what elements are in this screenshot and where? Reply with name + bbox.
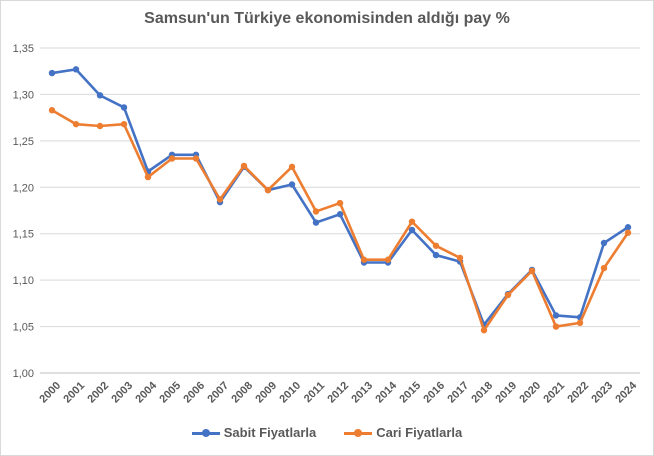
data-point-cari [312,208,320,215]
legend: Sabit Fiyatlarla Cari Fiyatlarla [0,425,654,440]
data-point-sabit [552,312,560,319]
data-point-cari [144,173,152,181]
data-point-cari [576,319,584,327]
x-tick-label: 2020 [517,380,543,406]
data-point-cari [480,327,488,334]
y-tick-label: 1,15 [13,229,34,241]
x-tick-label: 2016 [421,380,447,406]
data-point-sabit [336,211,344,218]
data-point-sabit [48,69,56,77]
chart-title: Samsun'un Türkiye ekonomisinden aldığı p… [144,10,510,27]
x-tick-label: 2023 [589,380,615,406]
data-point-cari [216,196,224,203]
data-point-cari [624,229,632,236]
y-tick-label: 1,05 [13,322,34,334]
legend-swatch-sabit [191,427,220,439]
x-tick-label: 2017 [445,380,471,406]
y-tick-label: 1,10 [13,275,34,287]
data-point-sabit [120,104,128,111]
x-tick-label: 2022 [565,380,591,406]
data-point-cari [72,120,80,128]
x-tick-label: 2004 [133,379,159,405]
legend-swatch-cari [344,427,373,439]
data-point-cari [264,186,272,194]
x-tick-label: 2009 [253,380,279,406]
y-tick-label: 1,00 [13,368,34,380]
legend-item-cari: Cari Fiyatlarla [344,425,462,440]
series-line-sabit [51,68,629,327]
data-point-sabit [312,219,320,226]
x-tick-label: 2012 [325,380,351,406]
y-tick-label: 1,35 [13,43,34,55]
data-point-cari [360,256,368,263]
data-point-sabit [408,226,416,234]
data-point-cari [192,155,200,162]
x-tick-label: 2014 [373,379,399,405]
legend-item-sabit: Sabit Fiyatlarla [191,425,317,440]
data-point-cari [336,199,344,207]
x-tick-label: 2015 [397,380,423,406]
x-tick-label: 2019 [493,380,519,406]
data-point-cari [408,218,416,225]
data-point-sabit [600,239,608,247]
data-point-cari [168,155,176,162]
x-tick-label: 2024 [613,379,639,405]
data-point-cari [120,120,128,128]
y-tick-label: 1,20 [13,182,34,194]
y-tick-label: 1,25 [13,136,34,148]
data-point-sabit [624,224,632,231]
x-tick-label: 2000 [37,380,63,406]
x-tick-label: 2010 [277,380,303,406]
data-point-cari [240,162,248,170]
data-point-sabit [288,181,296,188]
x-tick-label: 2002 [85,380,111,406]
data-point-cari [48,107,56,114]
data-point-sabit [72,66,80,73]
x-tick-label: 2005 [157,380,183,406]
data-point-cari [528,267,536,275]
x-tick-label: 2006 [181,380,207,406]
data-point-sabit [96,92,104,99]
data-point-cari [504,291,512,299]
legend-label-sabit: Sabit Fiyatlarla [223,425,317,440]
data-point-cari [600,264,608,272]
data-point-cari [288,163,296,171]
data-point-sabit [432,251,440,259]
data-point-cari [432,242,440,249]
x-tick-label: 2001 [61,380,87,406]
x-tick-label: 2011 [302,380,327,405]
x-tick-label: 2007 [205,380,231,406]
data-point-cari [552,323,560,330]
x-tick-label: 2008 [229,380,255,406]
y-tick-label: 1,30 [13,89,34,101]
data-point-cari [456,254,464,262]
x-tick-label: 2013 [349,380,375,406]
x-tick-label: 2003 [109,380,135,406]
data-point-cari [384,256,392,263]
x-tick-label: 2021 [541,380,567,406]
data-point-cari [96,122,104,130]
legend-label-cari: Cari Fiyatlarla [376,425,463,440]
x-tick-label: 2018 [469,380,495,406]
